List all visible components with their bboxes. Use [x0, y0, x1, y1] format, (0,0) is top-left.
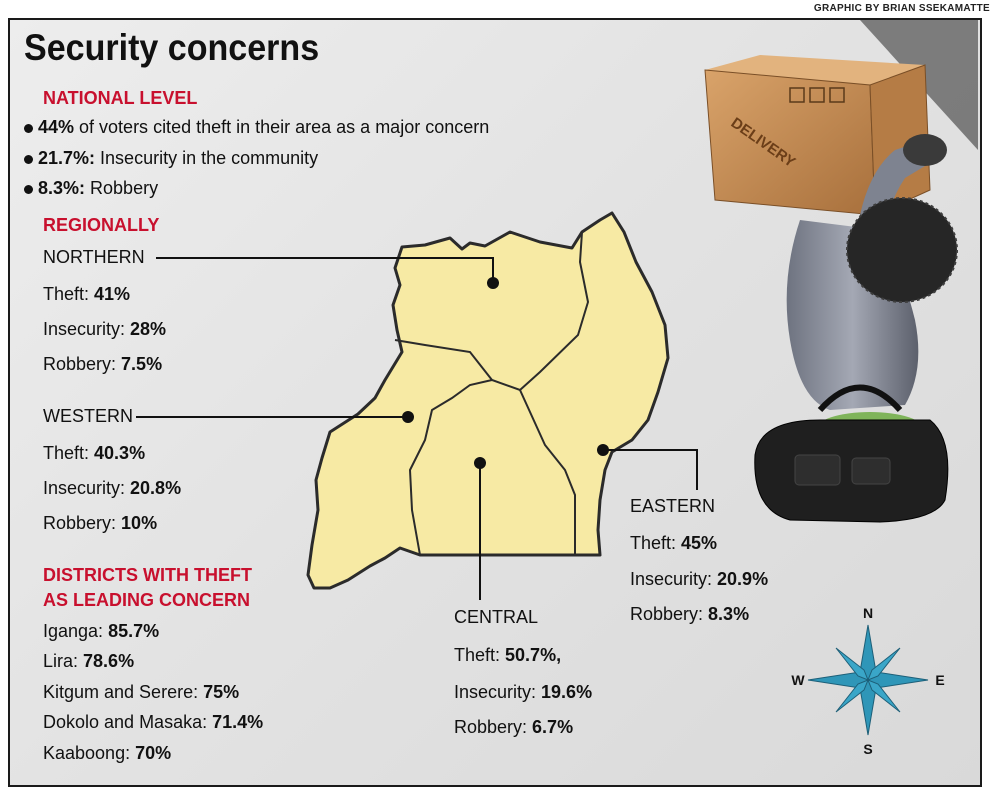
central-robbery-value: 6.7% [532, 717, 574, 737]
insecurity-label: Insecurity: [630, 569, 718, 589]
bullet-icon [24, 123, 33, 133]
eastern-theft-value: 45% [681, 533, 718, 553]
uganda-map [136, 211, 698, 600]
northern-title: NORTHERN [43, 247, 145, 267]
region-boundary-central-east [519, 389, 576, 555]
central-robbery: Robbery: 6.7% [454, 717, 573, 738]
money-bag [754, 384, 949, 523]
western-theft: Theft: 40.3% [43, 443, 145, 464]
western-robbery: Robbery: 10% [43, 513, 157, 534]
northern-leader-line [156, 257, 494, 283]
district-name: Lira: [43, 651, 84, 671]
bullet-icon [24, 154, 33, 164]
national-theft-text: of voters cited theft in their area as a… [74, 117, 490, 137]
robbery-label: Robbery: [630, 604, 709, 624]
region-boundary-north [394, 231, 590, 392]
uganda-outline [306, 211, 670, 590]
district-name: Dokolo and Masaka: [43, 712, 213, 732]
bullet-icon [24, 184, 33, 194]
robbery-label: Robbery: [454, 717, 533, 737]
district-value: 75% [203, 682, 240, 702]
districts-heading-line1: DISTRICTS WITH THEFT [43, 565, 252, 585]
western-theft-value: 40.3% [94, 443, 146, 463]
thief-glove [903, 134, 947, 166]
district-value: 71.4% [212, 712, 264, 732]
theft-label: Theft: [43, 443, 95, 463]
district-value: 85.7% [108, 621, 160, 641]
compass-west-label: W [791, 672, 805, 688]
national-item-insecurity: 21.7%: Insecurity in the community [24, 148, 318, 169]
central-theft-value: 50.7%, [505, 645, 562, 665]
western-robbery-value: 10% [121, 513, 158, 533]
northern-robbery-value: 7.5% [121, 354, 163, 374]
compass-east-label: E [935, 672, 944, 688]
graphic-credit: GRAPHIC BY BRIAN SSEKAMATTE [813, 3, 990, 14]
thief-balaclava [847, 198, 957, 302]
central-title: CENTRAL [454, 607, 539, 627]
district-value: 78.6% [83, 651, 135, 671]
eastern-leader-line [603, 449, 698, 490]
district-item: Dokolo and Masaka: 71.4% [43, 712, 263, 733]
district-item: Kaaboong: 70% [43, 743, 171, 764]
eastern-insecurity-value: 20.9% [717, 569, 769, 589]
central-theft: Theft: 50.7%, [454, 645, 561, 666]
page-title: Security concerns [24, 27, 320, 68]
eastern-robbery-value: 8.3% [708, 604, 750, 624]
district-item: Iganga: 85.7% [43, 621, 159, 642]
national-item-theft: 44% of voters cited theft in their area … [24, 117, 489, 138]
district-item: Lira: 78.6% [43, 651, 134, 672]
central-insecurity-value: 19.6% [541, 682, 593, 702]
national-level-heading: NATIONAL LEVEL [43, 88, 198, 108]
national-insecurity-value: 21.7%: [38, 148, 96, 168]
northern-theft: Theft: 41% [43, 284, 130, 305]
eastern-title: EASTERN [630, 496, 716, 516]
western-insecurity-value: 20.8% [130, 478, 182, 498]
compass-south-label: S [863, 741, 872, 757]
national-robbery-text: Robbery [85, 178, 159, 198]
robbery-label: Robbery: [43, 513, 122, 533]
district-item: Kitgum and Serere: 75% [43, 682, 239, 703]
theft-label: Theft: [630, 533, 682, 553]
district-value: 70% [135, 743, 172, 763]
central-insecurity: Insecurity: 19.6% [454, 682, 592, 703]
thief-illustration: DELIVERY [704, 20, 978, 523]
region-boundary-central-west [408, 379, 493, 556]
districts-heading-line2: AS LEADING CONCERN [43, 590, 251, 610]
compass-north-label: N [863, 605, 873, 621]
national-theft-value: 44% [38, 117, 75, 137]
northern-insecurity: Insecurity: 28% [43, 319, 166, 340]
northern-robbery: Robbery: 7.5% [43, 354, 162, 375]
eastern-robbery: Robbery: 8.3% [630, 604, 749, 625]
district-name: Kaaboong: [43, 743, 136, 763]
national-robbery-value: 8.3%: [38, 178, 86, 198]
insecurity-label: Insecurity: [43, 319, 131, 339]
eastern-insecurity: Insecurity: 20.9% [630, 569, 768, 590]
cardboard-box: DELIVERY [704, 55, 931, 216]
compass-rose: N S E W [791, 605, 944, 757]
western-title: WESTERN [43, 406, 133, 426]
insecurity-label: Insecurity: [43, 478, 131, 498]
northern-insecurity-value: 28% [130, 319, 167, 339]
insecurity-label: Insecurity: [454, 682, 542, 702]
district-name: Iganga: [43, 621, 109, 641]
national-item-robbery: 8.3%: Robbery [24, 178, 158, 199]
northern-theft-value: 41% [94, 284, 131, 304]
theft-label: Theft: [454, 645, 506, 665]
western-insecurity: Insecurity: 20.8% [43, 478, 181, 499]
robbery-label: Robbery: [43, 354, 122, 374]
eastern-theft: Theft: 45% [630, 533, 717, 554]
regionally-heading: REGIONALLY [43, 215, 160, 235]
district-name: Kitgum and Serere: [43, 682, 204, 702]
theft-label: Theft: [43, 284, 95, 304]
national-insecurity-text: Insecurity in the community [95, 148, 319, 168]
